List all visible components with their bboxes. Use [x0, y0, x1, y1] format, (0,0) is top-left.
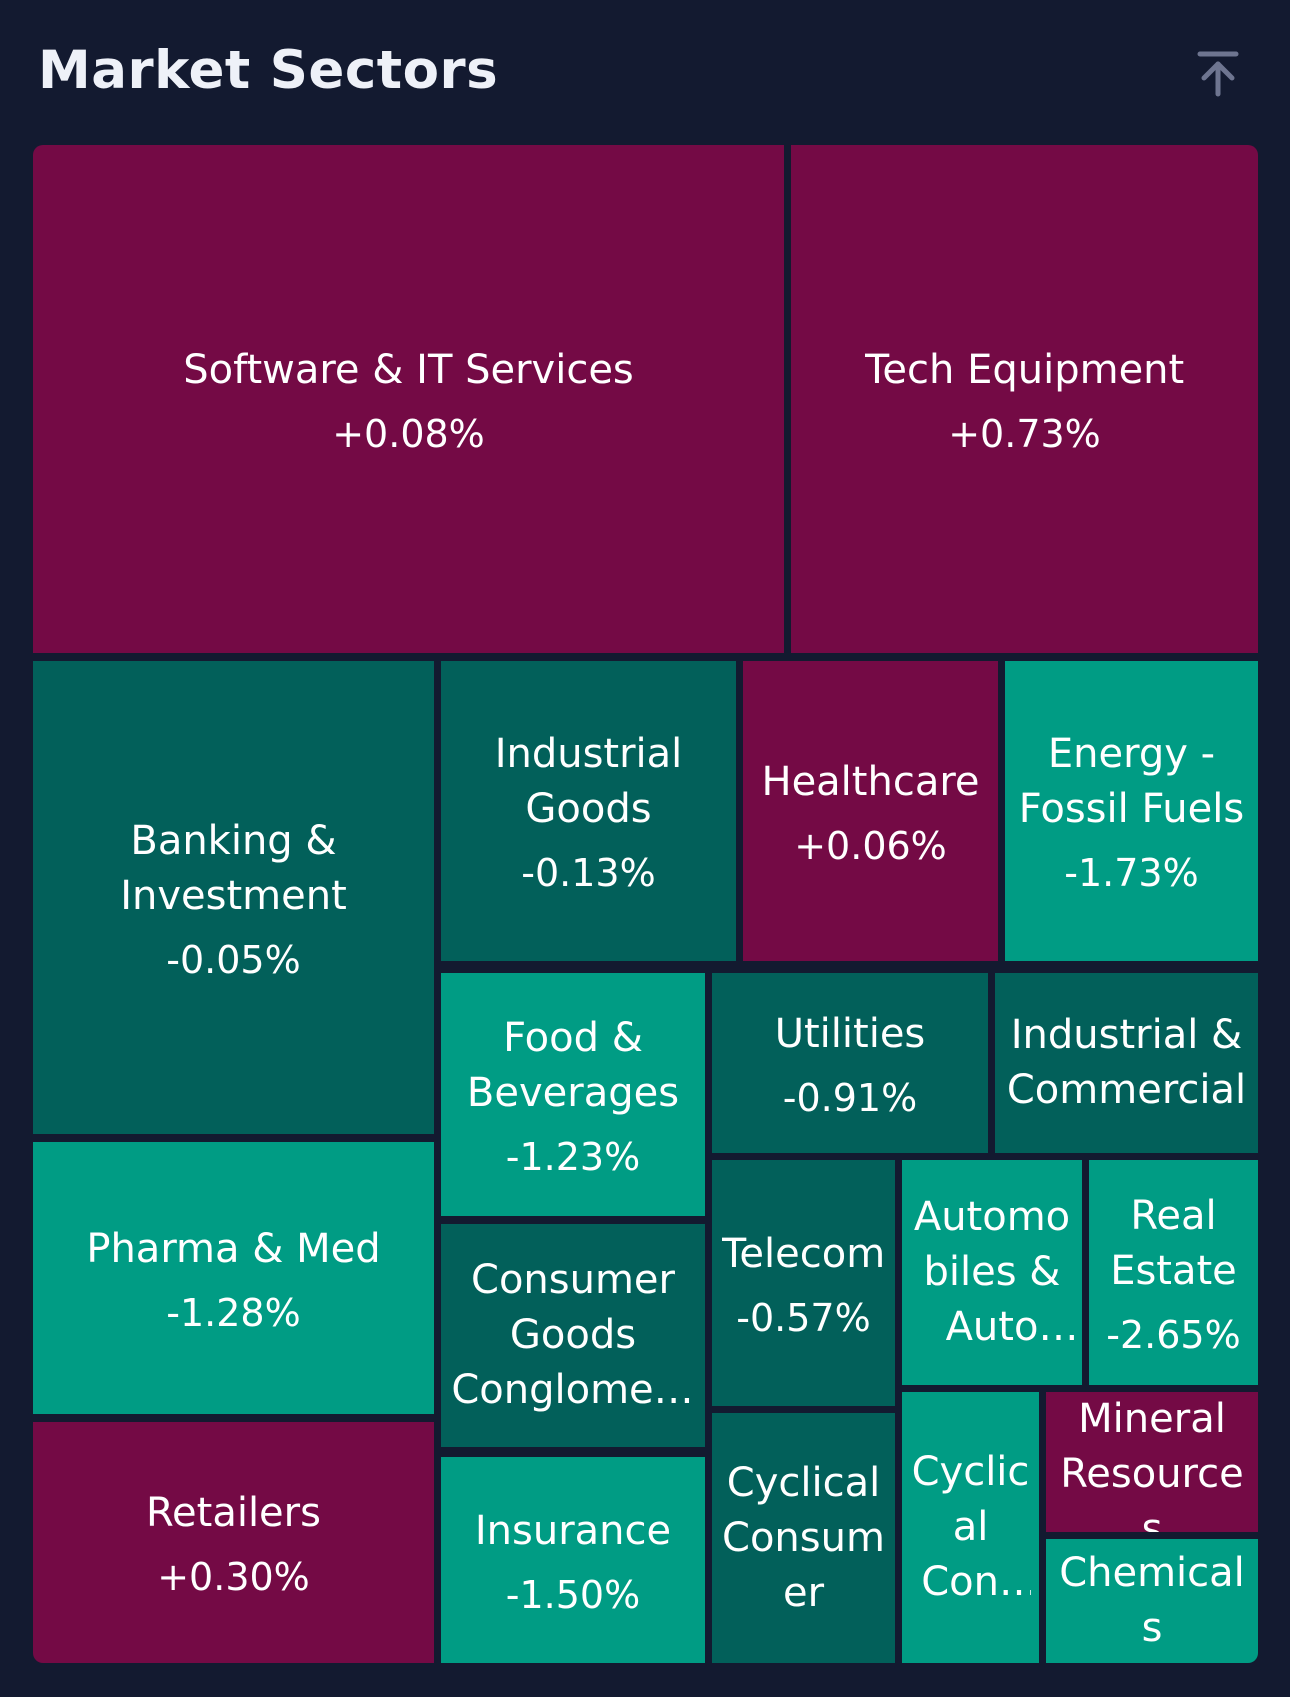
sector-name: Cyclical Consumer	[911, 1449, 1030, 1605]
sector-change: -2.65%	[1106, 1312, 1241, 1357]
sector-name: Industrial & Commercial	[1006, 1012, 1247, 1113]
sector-change: -0.91%	[782, 1075, 918, 1120]
sector-name: Tech Equipment	[864, 346, 1185, 393]
sector-change: -0.05%	[166, 937, 301, 982]
sector-change: +0.06%	[794, 823, 947, 868]
sector-tile-retailers[interactable]: Retailers +0.30%	[33, 1422, 434, 1663]
sector-tile-cyclical-consumer-2[interactable]: Cyclical Consumer	[902, 1392, 1039, 1663]
sector-tile-automobiles-auto-parts[interactable]: Automobiles & Auto Parts	[902, 1160, 1082, 1385]
sector-tile-software-it-services[interactable]: Software & IT Services +0.08%	[33, 145, 784, 653]
sector-name: Insurance	[474, 1507, 672, 1554]
sector-name: Industrial Goods	[494, 731, 683, 832]
sector-name: Consumer Goods Conglomerates	[451, 1257, 695, 1413]
sector-tile-mineral-resources[interactable]: Mineral Resources	[1046, 1392, 1258, 1532]
sector-name: Banking & Investment	[120, 817, 347, 919]
sector-change: -1.73%	[1064, 851, 1199, 895]
sector-change: -0.57%	[736, 1295, 871, 1340]
sector-name: Healthcare	[761, 758, 980, 805]
sector-tile-tech-equipment[interactable]: Tech Equipment +0.73%	[791, 145, 1258, 653]
sector-name: Software & IT Services	[183, 346, 634, 393]
sector-name: Pharma & Med	[86, 1225, 381, 1272]
sector-name: Mineral Resources	[1060, 1396, 1244, 1532]
page-title: Market Sectors	[38, 40, 499, 101]
sector-tile-insurance[interactable]: Insurance -1.50%	[441, 1457, 705, 1663]
sector-change: -1.23%	[505, 1134, 641, 1179]
sector-name: Cyclical Consumer	[722, 1459, 885, 1616]
sector-tile-pharma-med[interactable]: Pharma & Med -1.28%	[33, 1142, 434, 1414]
sector-tile-telecom[interactable]: Telecom -0.57%	[712, 1160, 895, 1406]
sector-tile-industrial-goods[interactable]: Industrial Goods -0.13%	[441, 661, 736, 961]
sector-name: Automobiles & Auto Parts	[913, 1194, 1071, 1350]
sector-tile-energy-fossil-fuels[interactable]: Energy - Fossil Fuels -1.73%	[1005, 661, 1258, 961]
sector-name: Telecom	[721, 1230, 886, 1277]
sector-name: Energy - Fossil Fuels	[1018, 731, 1245, 832]
sector-tile-food-beverages[interactable]: Food & Beverages -1.23%	[441, 973, 705, 1216]
sector-change: +0.08%	[332, 411, 485, 456]
sector-change: -1.50%	[505, 1572, 641, 1617]
sector-tile-banking-investment[interactable]: Banking & Investment -0.05%	[33, 661, 434, 1134]
arrow-up-to-line-icon	[1196, 50, 1240, 102]
sector-change: +0.73%	[948, 411, 1101, 456]
sector-tile-chemicals[interactable]: Chemicals	[1046, 1539, 1258, 1663]
sector-tile-industrial-commercial[interactable]: Industrial & Commercial	[995, 973, 1258, 1153]
sector-change: -1.28%	[166, 1290, 301, 1335]
sector-name: Chemicals	[1059, 1550, 1245, 1651]
sector-name: Real Estate	[1110, 1192, 1237, 1294]
sector-tile-healthcare[interactable]: Healthcare +0.06%	[743, 661, 998, 961]
sector-tile-real-estate[interactable]: Real Estate -2.65%	[1089, 1160, 1258, 1385]
sector-name: Food & Beverages	[466, 1014, 680, 1116]
sector-treemap: Software & IT Services +0.08% Tech Equip…	[33, 145, 1258, 1663]
sector-change: +0.30%	[157, 1555, 310, 1599]
sector-name: Utilities	[774, 1010, 926, 1057]
sector-tile-utilities[interactable]: Utilities -0.91%	[712, 973, 988, 1153]
collapse-button[interactable]	[1190, 48, 1246, 104]
sector-tile-cyclical-consumer[interactable]: Cyclical Consumer	[712, 1413, 895, 1663]
sector-change: -0.13%	[521, 851, 656, 895]
sector-name: Retailers	[146, 1490, 321, 1536]
sector-tile-consumer-goods-conglomerates[interactable]: Consumer Goods Conglomerates	[441, 1224, 705, 1447]
